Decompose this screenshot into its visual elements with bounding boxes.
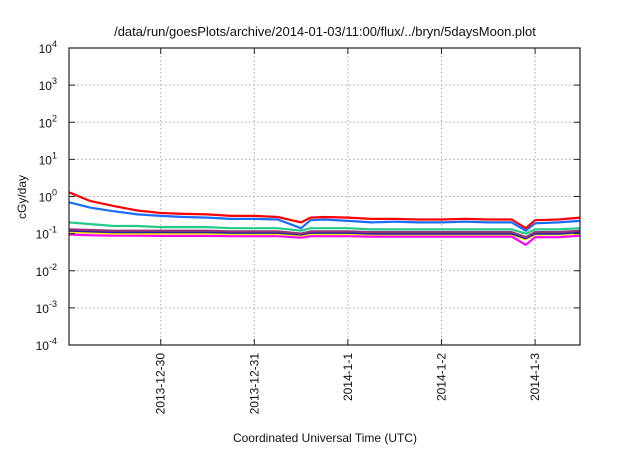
y-tick-label: 103 — [39, 76, 57, 93]
chart-title: /data/run/goesPlots/archive/2014-01-03/1… — [114, 24, 536, 39]
series-line-blue — [68, 201, 581, 232]
x-tick-label: 2013-12-30 — [154, 353, 168, 415]
series-line-purple — [68, 228, 581, 239]
series-line-navy — [68, 229, 581, 240]
y-axis: 104 103 102 101 100 10-1 10-2 10-3 10-4 — [36, 39, 580, 353]
x-tick-label: 2013-12-31 — [247, 353, 261, 415]
y-tick-label: 10-3 — [36, 299, 57, 316]
series-line-red — [68, 191, 581, 230]
x-tick-label: 2014-1-2 — [434, 353, 448, 401]
y-tick-label: 10-4 — [36, 336, 57, 353]
series-lines — [68, 191, 581, 246]
y-tick-label: 10-1 — [36, 225, 57, 242]
y-tick-label: 100 — [39, 188, 57, 205]
y-tick-label: 101 — [39, 150, 57, 167]
series-line-green — [68, 221, 581, 235]
x-axis-label: Coordinated Universal Time (UTC) — [233, 431, 417, 445]
grid — [69, 48, 580, 345]
y-axis-label: cGy/day — [15, 175, 29, 219]
y-tick-label: 104 — [39, 39, 57, 56]
x-tick-label: 2014-1-3 — [528, 353, 542, 401]
y-tick-label: 10-2 — [36, 262, 57, 279]
x-tick-label: 2014-1-1 — [341, 353, 355, 401]
series-line-magenta — [68, 233, 581, 246]
y-tick-label: 102 — [39, 113, 57, 130]
x-axis: 2013-12-30 2013-12-31 2014-1-1 2014-1-2 2014… — [154, 48, 542, 414]
